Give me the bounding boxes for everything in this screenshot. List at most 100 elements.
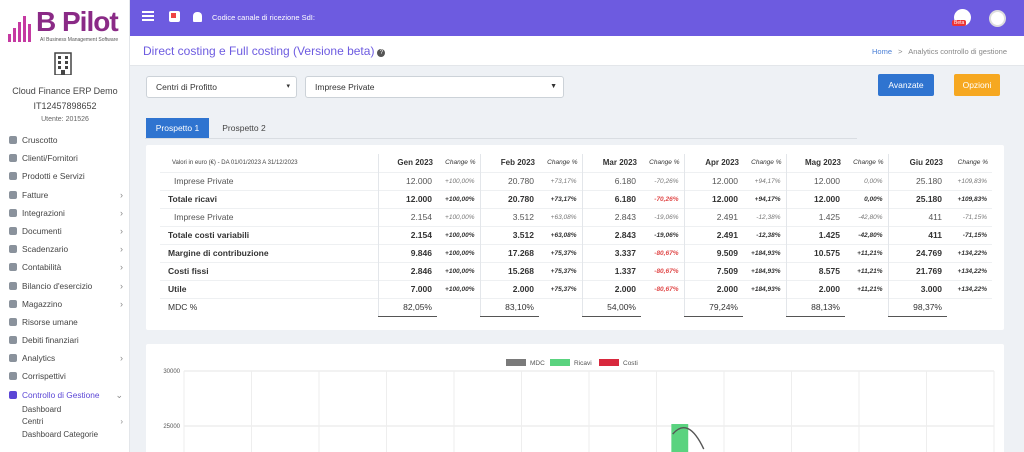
period-label: Valori in euro (€) - DA 01/01/2023 A 31/… xyxy=(172,159,298,166)
sdi-code-label: Codice canale di ricezione SdI: xyxy=(212,13,315,22)
sidebar-item-label: Magazzino xyxy=(22,298,63,309)
app-logo[interactable]: B Pilot AI Business Management Software xyxy=(8,6,123,44)
calendar-icon xyxy=(9,245,17,254)
center-select[interactable]: Imprese Private ▼ xyxy=(305,76,564,98)
table-row: Totale ricavi 12.000 +100,00% 20.780 +73,17%… xyxy=(160,189,992,208)
table-header-row: Valori in euro (€) - DA 01/01/2023 A 31/… xyxy=(160,154,992,172)
sidebar-item-fatture[interactable]: Fatture › xyxy=(0,186,130,204)
chevron-right-icon: › xyxy=(120,225,123,236)
beta-badge: Beta xyxy=(952,20,967,26)
change-cell: -80,67% xyxy=(641,279,684,298)
sidebar-item-corrispettivi[interactable]: Corrispettivi xyxy=(0,367,130,385)
costing-chart: MDC Ricavi Costi 30000 25000 xyxy=(163,359,995,452)
beta-avatar-icon[interactable]: Beta xyxy=(952,9,971,26)
dashboard-icon xyxy=(9,136,17,144)
center-type-select[interactable]: Centri di Profitto ▾ xyxy=(146,76,297,98)
sidebar-item-bilancio-d-esercizio[interactable]: Bilancio d'esercizio › xyxy=(0,277,130,295)
change-cell: 0,00% xyxy=(845,171,888,190)
gear-icon xyxy=(9,208,17,217)
tab-prospetto-1[interactable]: Prospetto 1 xyxy=(146,118,209,139)
analytics-icon xyxy=(9,354,17,363)
sidebar-item-risorse-umane[interactable]: Risorse umane xyxy=(0,313,130,331)
table-row: Totale costi variabili 2.154 +100,00% 3.512… xyxy=(160,225,992,244)
bell-icon[interactable] xyxy=(193,12,202,22)
value-cell: 54,00% xyxy=(581,297,641,317)
hamburger-menu-icon[interactable] xyxy=(142,11,154,21)
sidebar-item-magazzino[interactable]: Magazzino › xyxy=(0,295,130,313)
submenu-item[interactable]: Dashboard xyxy=(0,404,130,417)
value-cell: 20.780 xyxy=(479,189,539,208)
value-cell: 9.509 xyxy=(683,243,743,262)
value-cell: 15.268 xyxy=(479,261,539,280)
chevron-right-icon: › xyxy=(120,207,123,218)
change-cell: -42,80% xyxy=(845,225,888,244)
change-header: Change % xyxy=(853,159,884,167)
breadcrumb-separator: > xyxy=(898,47,903,56)
help-icon[interactable]: ? xyxy=(377,49,386,57)
row-label: Totale costi variabili xyxy=(160,225,378,244)
receipt-icon xyxy=(9,372,17,381)
change-cell: +11,21% xyxy=(845,279,888,298)
sidebar-item-contabilit-[interactable]: Contabilità › xyxy=(0,258,130,276)
change-cell: +109,83% xyxy=(947,171,992,190)
submenu-item[interactable]: Dashboard Categorie xyxy=(0,429,130,442)
value-cell: 98,37% xyxy=(887,297,947,317)
sidebar-item-scadenzario[interactable]: Scadenzario › xyxy=(0,240,130,258)
sidebar-item-label: Bilancio d'esercizio xyxy=(22,280,93,291)
value-cell: 3.512 xyxy=(479,225,539,244)
change-cell: +75,37% xyxy=(539,261,582,280)
sidebar-item-debiti-finanziari[interactable]: Debiti finanziari xyxy=(0,331,130,349)
sidebar-item-controllo-di-gestione[interactable]: Controllo di Gestione ⌄ xyxy=(0,386,130,404)
chevron-right-icon: › xyxy=(120,417,123,427)
change-cell: +94,17% xyxy=(743,189,786,208)
sidebar-item-documenti[interactable]: Documenti › xyxy=(0,222,130,240)
value-cell: 12.000 xyxy=(683,189,743,208)
value-cell: 1.425 xyxy=(785,225,845,244)
sidebar-item-label: Documenti xyxy=(22,225,62,236)
value-cell: 2.000 xyxy=(785,279,845,298)
sidebar-item-label: Cruscotto xyxy=(22,135,58,145)
submenu-item[interactable]: Centri › xyxy=(0,416,130,429)
sidebar-item-cruscotto[interactable]: Cruscotto xyxy=(0,131,130,149)
costing-table: Valori in euro (€) - DA 01/01/2023 A 31/… xyxy=(160,154,992,317)
value-cell: 25.180 xyxy=(887,171,947,190)
brand-name: B Pilot xyxy=(36,6,119,37)
month-header: Mar 2023 xyxy=(581,154,641,172)
table-row: MDC % 82,05% 83,10% 54,00% 79,24% 88,13% 98,37… xyxy=(160,297,992,317)
change-cell: -70,26% xyxy=(641,171,684,190)
breadcrumb-home[interactable]: Home xyxy=(872,47,893,56)
value-cell: 3.337 xyxy=(581,243,641,262)
change-cell: +73,17% xyxy=(539,171,582,190)
options-button[interactable]: Opzioni xyxy=(954,74,1000,96)
value-cell: 2.491 xyxy=(683,225,743,244)
value-cell: 411 xyxy=(887,207,947,226)
value-cell: 3.000 xyxy=(887,279,947,298)
value-cell: 12.000 xyxy=(785,171,845,190)
sidebar-item-analytics[interactable]: Analytics › xyxy=(0,349,130,367)
sidebar-item-integrazioni[interactable]: Integrazioni › xyxy=(0,204,130,222)
legend-swatch xyxy=(550,359,570,366)
table-row: Margine di contribuzione 9.846 +100,00% 17.… xyxy=(160,243,992,262)
advanced-button[interactable]: Avanzate xyxy=(878,74,934,96)
change-cell: 0,00% xyxy=(845,189,888,208)
month-header: Mag 2023 xyxy=(785,154,845,172)
value-cell: 21.769 xyxy=(887,261,947,280)
change-cell: +100,00% xyxy=(437,189,480,208)
change-cell: +11,21% xyxy=(845,261,888,280)
sidebar-item-clienti-fornitori[interactable]: Clienti/Fornitori xyxy=(0,149,130,167)
sidebar-item-label: Fatture xyxy=(22,189,49,200)
flag-icon[interactable] xyxy=(169,11,180,22)
sidebar-item-label: Analytics xyxy=(22,353,56,364)
row-label: Costi fissi xyxy=(160,261,378,280)
tab-prospetto-2[interactable]: Prospetto 2 xyxy=(222,123,266,133)
globe-icon[interactable] xyxy=(989,10,1006,27)
breadcrumb: Home > Analytics controllo di gestione xyxy=(872,47,1007,56)
warehouse-icon xyxy=(9,299,17,308)
value-cell: 7.509 xyxy=(683,261,743,280)
company-user: Utente: 201526 xyxy=(41,116,89,123)
table-row: Imprese Private 2.154 +100,00% 3.512 +63,08%… xyxy=(160,207,992,226)
value-cell: 20.780 xyxy=(479,171,539,190)
change-cell: -71,15% xyxy=(947,207,992,226)
sidebar-item-prodotti-e-servizi[interactable]: Prodotti e Servizi xyxy=(0,167,130,185)
value-cell: 17.268 xyxy=(479,243,539,262)
